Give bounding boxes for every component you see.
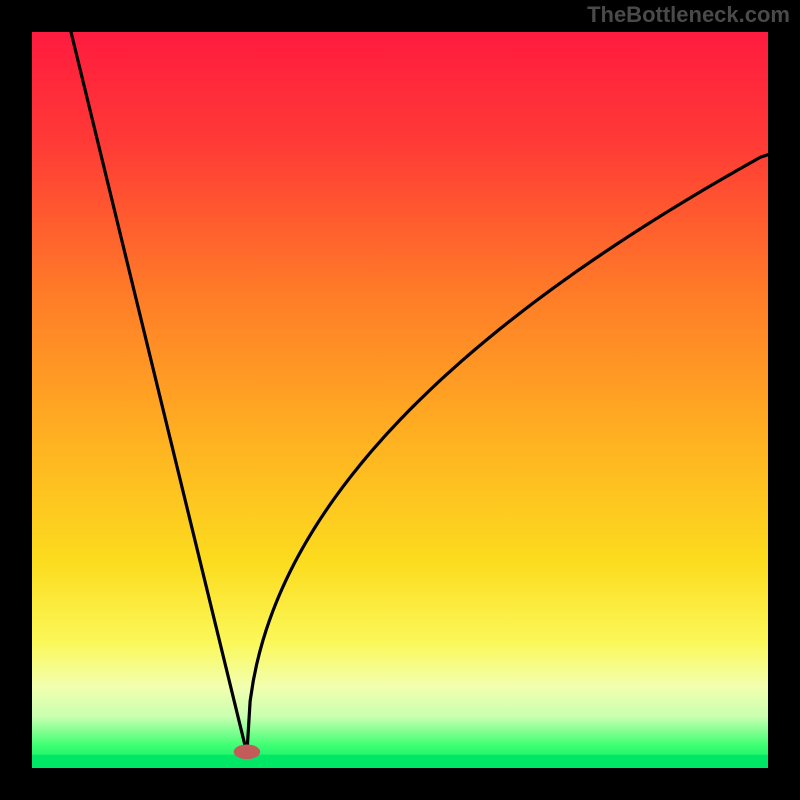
watermark-text: TheBottleneck.com	[587, 2, 790, 28]
bottom-green-band	[32, 755, 768, 768]
notch-marker	[234, 744, 260, 759]
chart-root: TheBottleneck.com	[0, 0, 800, 800]
plot-svg	[32, 32, 768, 768]
gradient-background	[32, 32, 768, 768]
plot-area	[32, 32, 768, 768]
